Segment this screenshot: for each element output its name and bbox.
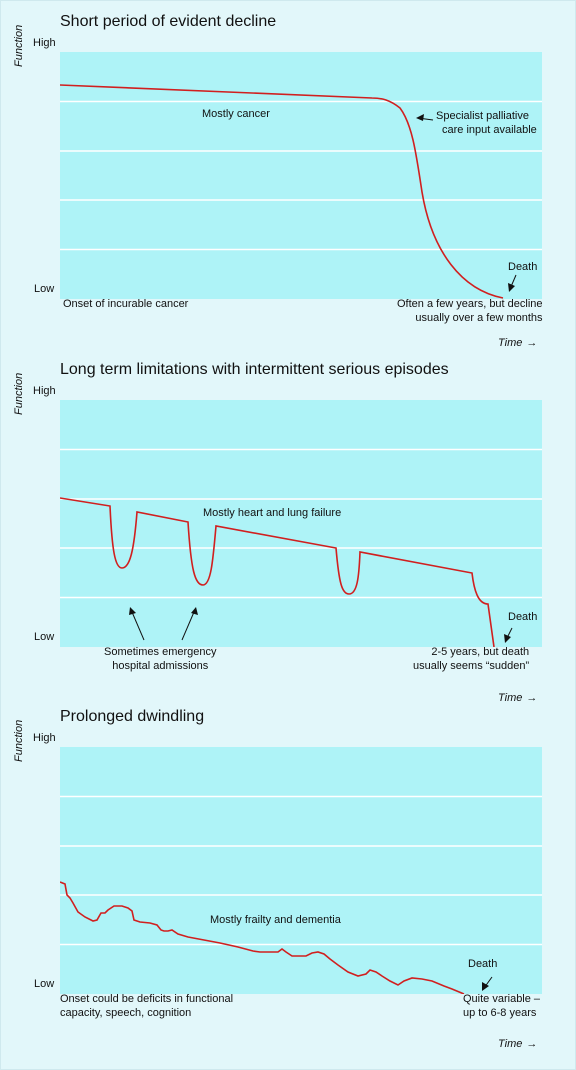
time-arrow-icon: →: [526, 692, 538, 704]
y-axis-label: Function: [13, 719, 25, 762]
death-arrowhead-icon: [482, 982, 489, 991]
trajectory-plot: [60, 84, 542, 299]
plot-area: Mostly heart and lung failure Death: [60, 400, 542, 647]
panel-title: Long term limitations with intermittent …: [60, 361, 449, 378]
x-axis-label: Time →: [498, 1038, 537, 1050]
time-arrow-icon: →: [526, 1038, 538, 1050]
y-axis-label: Function: [13, 372, 25, 415]
trajectory-plot: [60, 448, 542, 647]
duration-line-1: 2-5 years, but death: [431, 646, 530, 658]
duration-note: 2-5 years, but death usually seems “sudd…: [413, 645, 529, 673]
dwindling-curve: [60, 881, 465, 994]
y-high-label: High: [33, 385, 56, 397]
y-high-label: High: [33, 732, 56, 744]
gridlines: [60, 100, 542, 251]
y-low-label: Low: [34, 978, 55, 990]
death-label: Death: [508, 611, 538, 623]
duration-line-2: usually seems “sudden”: [413, 660, 530, 672]
death-label: Death: [508, 261, 538, 273]
onset-note: Onset could be deficits in functional ca…: [60, 992, 233, 1020]
emergency-arrow-2-icon: [181, 611, 195, 641]
panel-frailty-trajectory: Prolonged dwindling Function High Low Mo…: [1, 704, 576, 1050]
specialist-line-2: care input available: [442, 124, 537, 136]
duration-line-2: usually over a few months: [415, 312, 543, 324]
specialist-arrowhead-icon: [416, 114, 424, 121]
panel-organ-failure-trajectory: Long term limitations with intermittent …: [1, 357, 576, 704]
episodes-curve: [60, 497, 495, 647]
specialist-note: Specialist palliative care input availab…: [436, 109, 537, 137]
panel-cancer-trajectory: Short period of evident decline Function…: [1, 9, 576, 354]
duration-note: Often a few years, but decline usually o…: [397, 297, 543, 325]
onset-line-2: capacity, speech, cognition: [60, 1007, 192, 1019]
emergency-arrowhead-2-icon: [191, 607, 198, 615]
x-axis-label: Time →: [498, 337, 537, 349]
panel-title: Prolonged dwindling: [60, 708, 205, 725]
plot-area: Mostly frailty and dementia Death: [60, 747, 542, 994]
specialist-line-1: Specialist palliative: [436, 110, 529, 122]
duration-line-1: Quite variable –: [463, 993, 541, 1005]
emergency-arrowhead-1-icon: [129, 607, 136, 615]
death-arrowhead-icon: [504, 634, 511, 643]
death-label: Death: [468, 958, 498, 970]
plot-area: Mostly cancer Specialist palliative care…: [60, 52, 542, 299]
death-arrowhead-icon: [508, 283, 515, 292]
y-axis-label: Function: [13, 24, 25, 67]
duration-note: Quite variable – up to 6-8 years: [463, 992, 540, 1020]
time-arrow-icon: →: [526, 337, 538, 349]
emergency-arrow-1-icon: [131, 611, 145, 641]
curve-label: Mostly cancer: [202, 108, 270, 120]
time-text: Time: [498, 692, 523, 704]
y-high-label: High: [33, 37, 56, 49]
trajectory-plot: [60, 795, 542, 994]
emergency-note: Sometimes emergency hospital admissions: [104, 645, 217, 673]
x-axis-label: Time →: [498, 692, 537, 704]
decline-curve: [60, 84, 504, 299]
time-text: Time: [498, 337, 523, 349]
y-low-label: Low: [34, 283, 55, 295]
y-low-label: Low: [34, 631, 55, 643]
curve-label: Mostly frailty and dementia: [210, 914, 341, 926]
duration-line-1: Often a few years, but decline: [397, 298, 543, 310]
onset-label: Onset of incurable cancer: [63, 298, 189, 310]
time-text: Time: [498, 1038, 523, 1050]
emergency-line-1: Sometimes emergency: [104, 646, 217, 658]
gridlines: [60, 448, 542, 599]
duration-line-2: up to 6-8 years: [463, 1007, 537, 1019]
panel-title: Short period of evident decline: [60, 13, 277, 30]
curve-label: Mostly heart and lung failure: [203, 507, 342, 519]
gridlines: [60, 795, 542, 946]
onset-line-1: Onset could be deficits in functional: [60, 993, 234, 1005]
emergency-line-2: hospital admissions: [112, 660, 209, 672]
